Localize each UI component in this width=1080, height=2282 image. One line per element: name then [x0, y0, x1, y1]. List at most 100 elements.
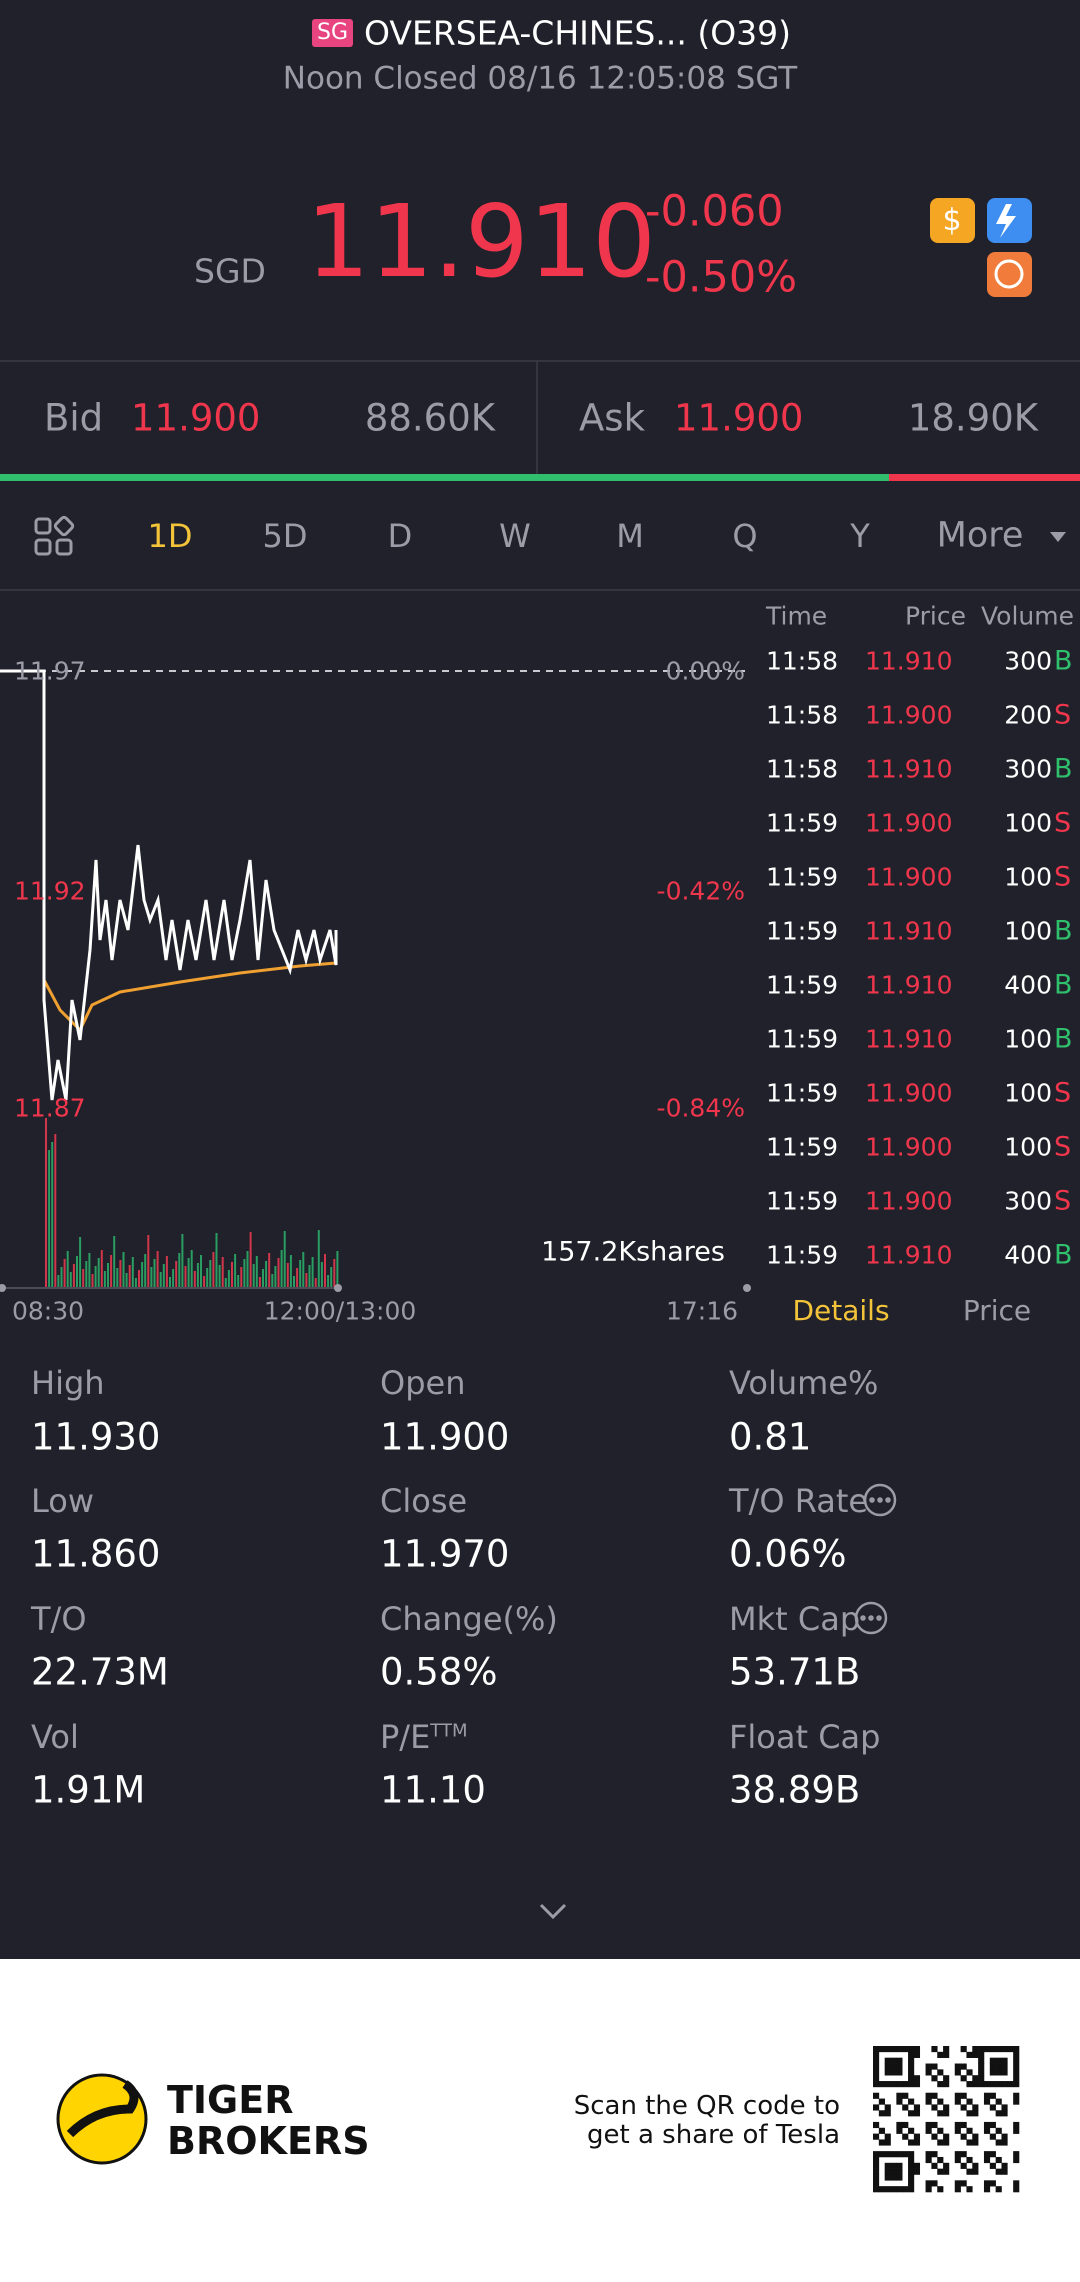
- qr-cell: [1013, 2069, 1020, 2076]
- period-tab[interactable]: 1D: [147, 517, 193, 555]
- trade-time: 11:59: [766, 970, 839, 1000]
- qr-cell: [913, 2139, 921, 2146]
- currency: SGD: [194, 251, 266, 291]
- qr-cell: [908, 2168, 915, 2175]
- stat-label: Volume%: [729, 1364, 879, 1402]
- qr-cell: [873, 2075, 880, 2082]
- qr-cell: [989, 2063, 996, 2070]
- qr-cell: [989, 2069, 996, 2076]
- average-line: [0, 669, 337, 1033]
- qr-cell: [954, 2092, 961, 2099]
- period-tab[interactable]: W: [499, 517, 531, 555]
- qr-cell: [896, 2162, 903, 2169]
- qr-cell: [972, 2162, 979, 2169]
- qr-cell: [884, 2151, 891, 2158]
- qr-cell: [1001, 2081, 1008, 2088]
- qr-cell: [1001, 2104, 1008, 2111]
- column-header: Price: [905, 601, 966, 631]
- qr-cell: [896, 2063, 903, 2070]
- qr-cell: [896, 2092, 903, 2099]
- stat-value: 0.58%: [380, 1650, 498, 1694]
- trades-tab[interactable]: Price: [962, 1294, 1032, 1327]
- time-axis-label: 08:30: [12, 1296, 85, 1326]
- qr-cell: [908, 2174, 915, 2181]
- period-tab[interactable]: D: [387, 517, 413, 555]
- volume-label: 157.2Kshares: [541, 1236, 725, 1268]
- expand-chevron[interactable]: [539, 1903, 567, 1920]
- qr-cell: [1001, 2168, 1008, 2175]
- qr-cell: [908, 2063, 915, 2070]
- trade-time: 11:59: [766, 1078, 839, 1108]
- trade-side: S: [1054, 1131, 1072, 1163]
- period-tab[interactable]: 5D: [262, 517, 308, 555]
- qr-cell: [896, 2098, 903, 2105]
- qr-cell: [1013, 2098, 1020, 2105]
- qr-cell: [1013, 2051, 1020, 2058]
- period-tab[interactable]: Q: [732, 517, 758, 555]
- qr-cell: [925, 2180, 932, 2187]
- period-tab[interactable]: More: [936, 515, 1024, 556]
- qr-cell: [937, 2186, 944, 2193]
- qr-cell: [978, 2051, 985, 2058]
- ask-price: 11.900: [674, 396, 804, 440]
- qr-cell: [966, 2139, 973, 2146]
- qr-cell: [989, 2151, 996, 2158]
- period-tab[interactable]: M: [616, 517, 644, 555]
- qr-cell: [989, 2092, 996, 2099]
- price-change: -0.060: [645, 186, 784, 237]
- trade-time: 11:58: [766, 754, 839, 784]
- trade-side: B: [1054, 915, 1073, 947]
- qr-cell: [972, 2133, 979, 2140]
- qr-cell: [960, 2063, 967, 2070]
- qr-cell: [1001, 2063, 1008, 2070]
- qr-cell: [960, 2092, 967, 2099]
- qr-cell: [1013, 2186, 1020, 2193]
- qr-cell: [925, 2092, 932, 2099]
- trade-price: 11.910: [865, 646, 953, 676]
- bid-strength-bar: [0, 474, 889, 481]
- qr-cell: [884, 2104, 891, 2111]
- stat-label: Close: [380, 1482, 468, 1520]
- stat-value: 38.89B: [729, 1768, 861, 1812]
- qr-cell: [873, 2046, 880, 2053]
- qr-cell: [931, 2063, 938, 2070]
- qr-cell: [972, 2104, 979, 2111]
- axis-dot: [334, 1284, 342, 1292]
- qr-cell: [925, 2156, 932, 2164]
- qr-cell: [913, 2075, 921, 2082]
- qr-cell: [983, 2180, 991, 2187]
- trade-price: 11.910: [865, 970, 953, 1000]
- qr-cell: [913, 2081, 921, 2088]
- qr-cell: [960, 2075, 967, 2082]
- trade-volume: 100: [1004, 1132, 1052, 1162]
- qr-cell: [896, 2186, 903, 2193]
- trade-volume: 100: [1004, 1024, 1052, 1054]
- qr-cell: [995, 2127, 1002, 2134]
- qr-cell: [995, 2139, 1002, 2146]
- qr-cell: [972, 2075, 979, 2082]
- qr-cell: [890, 2174, 897, 2181]
- qr-cell: [954, 2151, 961, 2158]
- qr-cell: [902, 2121, 909, 2129]
- qr-cell: [878, 2151, 885, 2158]
- qr-cell: [896, 2151, 903, 2158]
- promo-text: get a share of Tesla: [587, 2120, 840, 2150]
- qr-cell: [966, 2186, 973, 2193]
- trades-tab[interactable]: Details: [792, 1294, 890, 1327]
- qr-cell: [989, 2104, 996, 2111]
- qr-cell: [1013, 2075, 1020, 2082]
- trade-side: B: [1054, 969, 1073, 1001]
- trade-price: 11.910: [865, 916, 953, 946]
- qr-cell: [878, 2186, 885, 2193]
- qr-cell: [908, 2127, 915, 2134]
- qr-cell: [983, 2081, 991, 2088]
- qr-cell: [983, 2046, 991, 2053]
- qr-cell: [1013, 2057, 1020, 2064]
- qr-cell: [931, 2162, 938, 2169]
- qr-cell: [884, 2133, 891, 2140]
- qr-cell: [989, 2046, 996, 2053]
- period-tab[interactable]: Y: [850, 517, 870, 555]
- trade-side: B: [1054, 1023, 1073, 1055]
- qr-cell: [943, 2110, 950, 2117]
